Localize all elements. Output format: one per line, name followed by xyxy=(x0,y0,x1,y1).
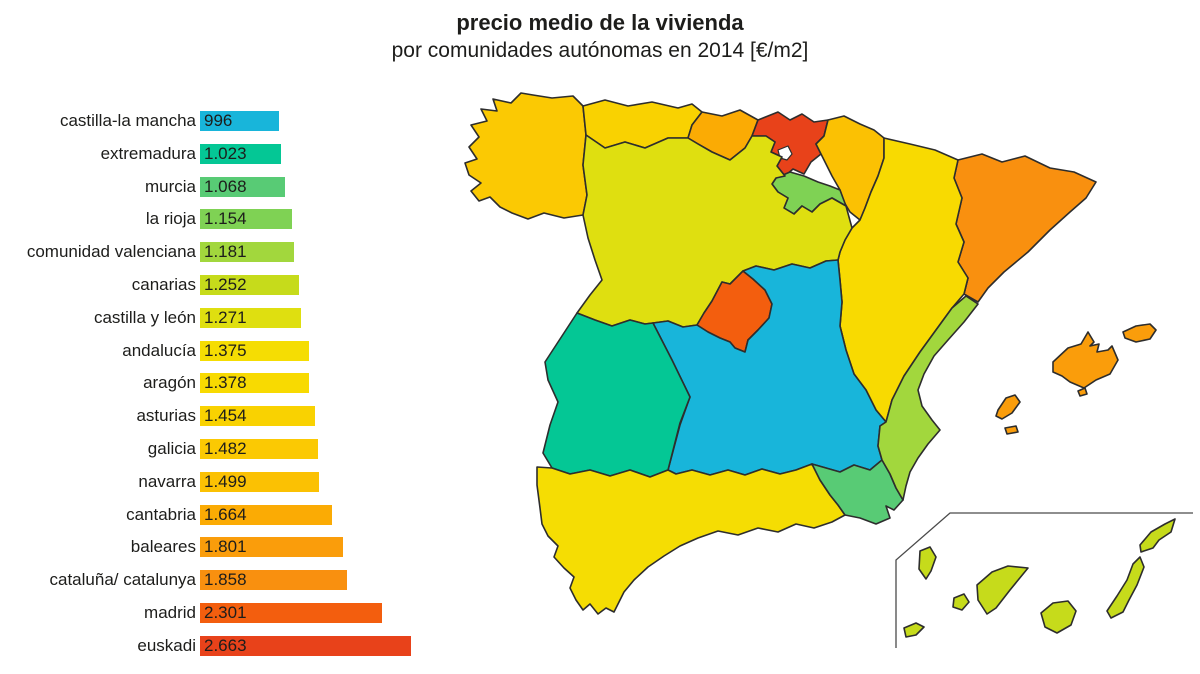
bar-row-baleares: baleares 1.801 xyxy=(0,537,411,558)
bar-value-castilla-y-leon: 1.271 xyxy=(204,307,247,327)
bar-value-asturias: 1.454 xyxy=(204,406,247,426)
map-region-cataluna[interactable] xyxy=(953,153,1097,303)
map-island-la-gomera[interactable] xyxy=(952,593,970,611)
bar-navarra[interactable]: 1.499 xyxy=(200,471,319,492)
bar-comunidad-valenciana[interactable]: 1.181 xyxy=(200,242,294,263)
bar-castilla-y-leon[interactable]: 1.271 xyxy=(200,307,301,328)
bar-value-castilla-la-mancha: 996 xyxy=(204,111,233,130)
map-region-andalucia[interactable] xyxy=(536,463,846,615)
bar-row-madrid: madrid 2.301 xyxy=(0,602,411,623)
bar-row-cataluna: cataluña/ catalunya 1.858 xyxy=(0,570,411,591)
bar-castilla-la-mancha[interactable]: 996 xyxy=(200,111,279,131)
bar-row-castilla-y-leon: castilla y león 1.271 xyxy=(0,307,411,328)
bar-value-galicia: 1.482 xyxy=(204,438,247,458)
bar-label-murcia: murcia xyxy=(144,176,196,196)
bar-value-extremadura: 1.023 xyxy=(204,143,247,163)
bar-row-canarias: canarias 1.252 xyxy=(0,274,411,295)
bar-murcia[interactable]: 1.068 xyxy=(200,176,285,197)
bar-row-la-rioja: la rioja 1.154 xyxy=(0,209,411,230)
bar-asturias[interactable]: 1.454 xyxy=(200,406,315,427)
page-title: precio medio de la vivienda xyxy=(456,10,744,35)
bar-value-aragon: 1.378 xyxy=(204,373,247,393)
map-island-fuerteventura[interactable] xyxy=(1106,556,1145,619)
bar-value-andalucia: 1.375 xyxy=(204,340,247,360)
page-subtitle: por comunidades autónomas en 2014 [€/m2] xyxy=(391,39,809,62)
bar-chart: castilla-la mancha 996 extremadura 1.023 mur… xyxy=(0,111,411,656)
bar-row-aragon: aragón 1.378 xyxy=(0,373,411,394)
bar-label-euskadi: euskadi xyxy=(137,635,196,655)
bar-label-comunidad-valenciana: comunidad valenciana xyxy=(26,242,196,262)
bar-value-madrid: 2.301 xyxy=(204,602,247,622)
bar-label-castilla-y-leon: castilla y león xyxy=(93,307,196,327)
bar-madrid[interactable]: 2.301 xyxy=(200,602,382,623)
bar-row-extremadura: extremadura 1.023 xyxy=(0,143,411,164)
bar-label-galicia: galicia xyxy=(147,438,196,458)
bar-label-extremadura: extremadura xyxy=(100,143,196,163)
bar-row-cantabria: cantabria 1.664 xyxy=(0,504,411,525)
map-island-menorca[interactable] xyxy=(1122,323,1157,343)
map-island-lanzarote[interactable] xyxy=(1139,518,1176,553)
canarias-inset-border xyxy=(895,512,1193,648)
bar-value-canarias: 1.252 xyxy=(204,274,247,294)
bar-baleares[interactable]: 1.801 xyxy=(200,537,343,558)
bar-value-baleares: 1.801 xyxy=(204,537,247,557)
bar-value-navarra: 1.499 xyxy=(204,471,247,491)
bar-aragon[interactable]: 1.378 xyxy=(200,373,309,394)
bar-row-murcia: murcia 1.068 xyxy=(0,176,411,197)
bar-row-andalucia: andalucía 1.375 xyxy=(0,340,411,361)
map-island-tenerife[interactable] xyxy=(976,565,1029,615)
bar-extremadura[interactable]: 1.023 xyxy=(200,143,281,164)
map-island-mallorca[interactable] xyxy=(1052,331,1119,389)
map-island-ibiza[interactable] xyxy=(995,394,1021,420)
bar-row-euskadi: euskadi 2.663 xyxy=(0,635,411,656)
bar-row-comunidad-valenciana: comunidad valenciana 1.181 xyxy=(0,242,411,263)
bar-label-baleares: baleares xyxy=(130,537,196,557)
map-region-murcia[interactable] xyxy=(811,459,904,525)
map-island-gran-canaria[interactable] xyxy=(1040,600,1077,634)
chart-title-block: precio medio de la vivienda por comunida… xyxy=(0,10,1200,64)
map-island-cabrera[interactable] xyxy=(1077,387,1088,397)
bar-euskadi[interactable]: 2.663 xyxy=(200,635,411,656)
bar-label-madrid: madrid xyxy=(144,602,196,622)
bar-label-navarra: navarra xyxy=(138,471,196,491)
bar-label-aragon: aragón xyxy=(143,373,196,393)
bar-label-asturias: asturias xyxy=(136,406,196,426)
bar-value-murcia: 1.068 xyxy=(204,176,247,196)
bar-label-canarias: canarias xyxy=(131,274,196,294)
bar-row-galicia: galicia 1.482 xyxy=(0,438,411,459)
bar-value-comunidad-valenciana: 1.181 xyxy=(204,242,247,262)
bar-value-cantabria: 1.664 xyxy=(204,504,247,524)
bar-cataluna[interactable]: 1.858 xyxy=(200,570,347,591)
bar-row-castilla-la-mancha: castilla-la mancha 996 xyxy=(0,111,411,131)
map-region-galicia[interactable] xyxy=(464,92,588,220)
map-region-comunidad-valenciana[interactable] xyxy=(877,295,979,501)
bar-cantabria[interactable]: 1.664 xyxy=(200,504,332,525)
bar-row-asturias: asturias 1.454 xyxy=(0,406,411,427)
bar-row-navarra: navarra 1.499 xyxy=(0,471,411,492)
bar-label-cantabria: cantabria xyxy=(126,504,196,524)
map-island-el-hierro[interactable] xyxy=(903,622,925,638)
bar-la-rioja[interactable]: 1.154 xyxy=(200,209,292,230)
map-island-la-palma[interactable] xyxy=(918,546,937,580)
bar-label-andalucia: andalucía xyxy=(122,340,196,360)
bar-canarias[interactable]: 1.252 xyxy=(200,274,299,295)
bar-galicia[interactable]: 1.482 xyxy=(200,438,318,459)
bar-label-cataluna: cataluña/ catalunya xyxy=(49,570,197,590)
bar-label-la-rioja: la rioja xyxy=(145,209,196,229)
bar-andalucia[interactable]: 1.375 xyxy=(200,340,309,361)
spain-map xyxy=(464,92,1193,648)
map-island-formentera[interactable] xyxy=(1004,425,1019,435)
bar-value-euskadi: 2.663 xyxy=(204,635,247,655)
bar-label-castilla-la-mancha: castilla-la mancha xyxy=(59,111,196,130)
bar-value-cataluna: 1.858 xyxy=(204,570,247,590)
bar-value-la-rioja: 1.154 xyxy=(204,209,247,229)
